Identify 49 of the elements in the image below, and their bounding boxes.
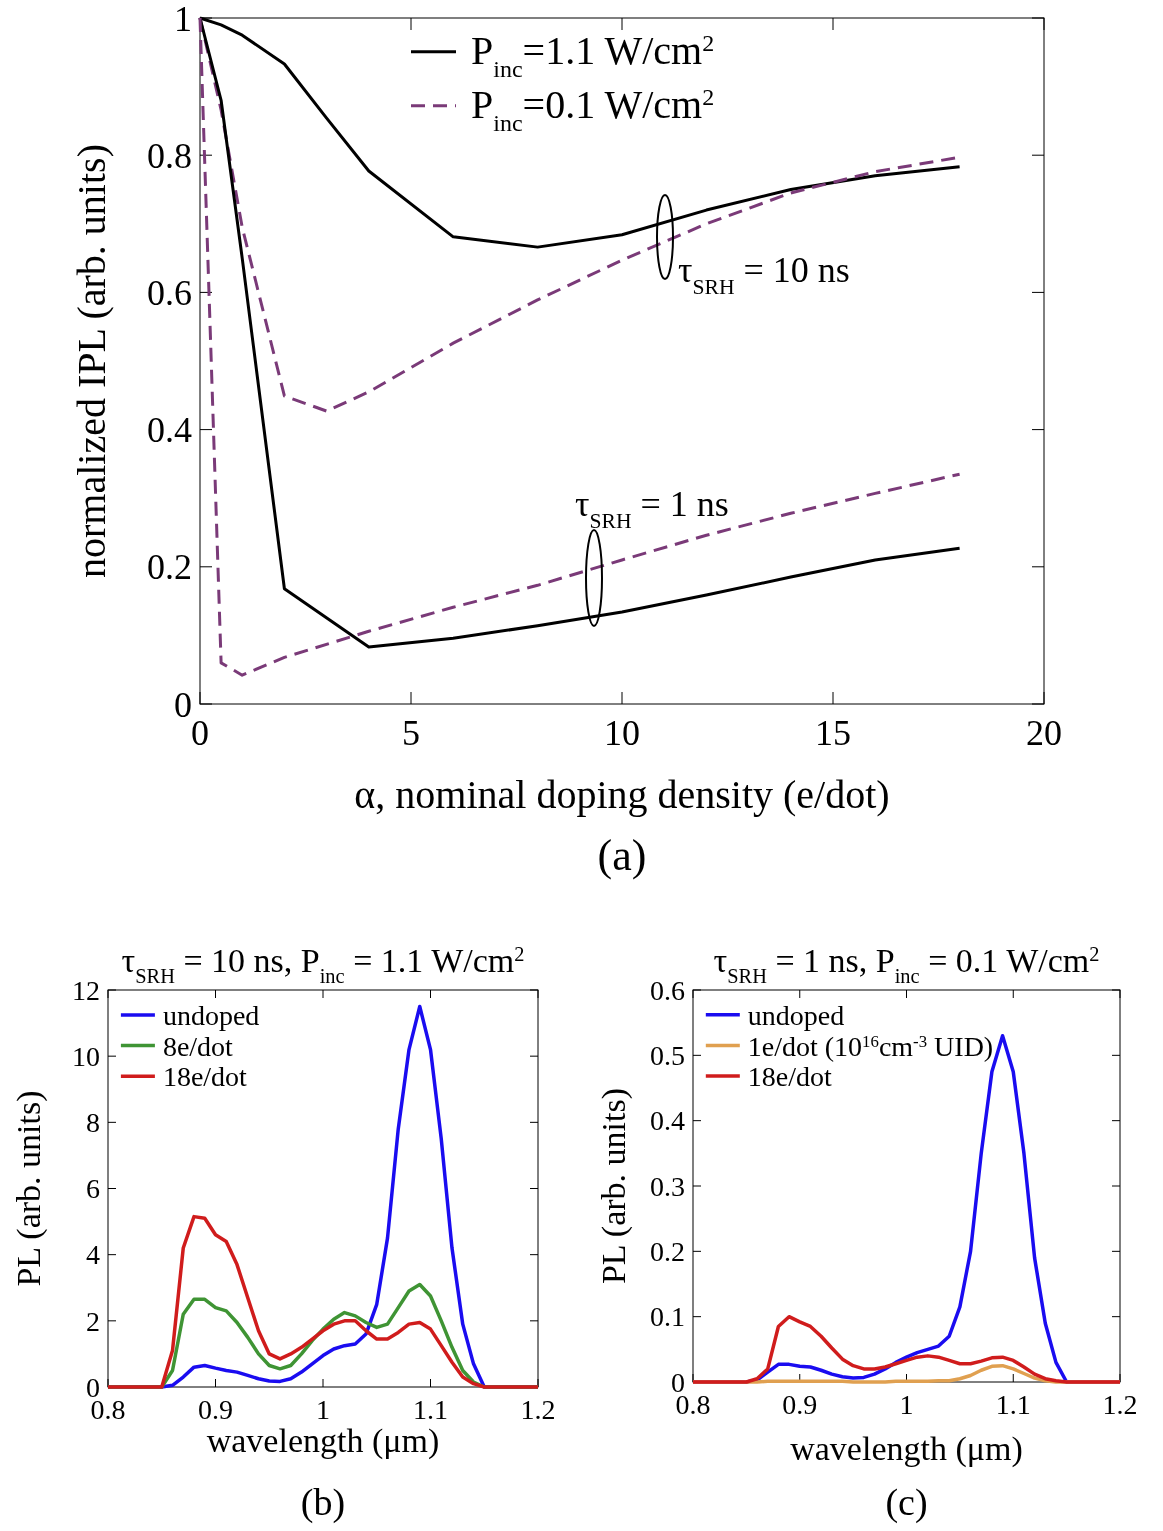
x-axis-title: α, nominal doping density (e/dot): [354, 772, 890, 817]
x-tick-label: 15: [815, 713, 851, 754]
x-tick-label: 1.2: [520, 1394, 556, 1426]
y-tick-label: 1: [174, 0, 192, 39]
y-tick-label: 0.6: [147, 273, 192, 313]
y-axis-title: PL (arb. units): [595, 1087, 633, 1285]
legend-label: P$_{inc}$=0.1 W/cm$^{2}$: [471, 81, 715, 136]
legend-label: 18e/dot: [747, 1061, 833, 1093]
legend-label: undoped: [747, 1000, 845, 1032]
y-tick-label: 0.2: [650, 1236, 685, 1268]
x-axis-title: wavelength (μm): [790, 1430, 1023, 1468]
line-series: [106, 1214, 540, 1389]
y-tick-label: 0.8: [147, 135, 192, 176]
x-tick-label: 1: [899, 1389, 914, 1421]
annotation: τ$_{SRH}$ = 1 ns: [575, 484, 729, 533]
x-tick-label: 1.2: [1102, 1389, 1138, 1421]
text: (b): [300, 1481, 346, 1524]
x-tick-label: 1.1: [995, 1389, 1031, 1421]
y-tick-label: 10: [72, 1040, 100, 1072]
y-tick-label: 0.6: [650, 974, 685, 1006]
text: (c): [885, 1481, 928, 1524]
x-tick-label: 10: [604, 713, 640, 754]
annotation: τ$_{SRH}$ = 10 ns: [678, 250, 850, 299]
legend-label: P$_{inc}$=1.1 W/cm$^{2}$: [471, 27, 715, 82]
x-tick-label: 0.9: [782, 1389, 818, 1421]
y-tick-label: 4: [86, 1239, 100, 1271]
line-series: [691, 1314, 1122, 1384]
y-tick-label: 12: [72, 974, 100, 1006]
x-tick-label: 5: [402, 713, 420, 754]
x-tick-label: 20: [1026, 713, 1062, 754]
chart-title: τ$_{SRH}$ = 1 ns, P$_{inc}$ = 0.1 W/cm$^{2}$: [713, 942, 1100, 987]
legend-label: 18e/dot: [162, 1061, 248, 1093]
y-tick-label: 0.4: [147, 410, 192, 451]
y-tick-label: 0.3: [650, 1170, 685, 1202]
y-axis-title: normalized IPL (arb. units): [69, 144, 114, 578]
y-tick-label: 6: [86, 1173, 100, 1205]
y-tick-label: 0.5: [650, 1040, 685, 1072]
text: (a): [597, 831, 647, 880]
y-tick-label: 8: [86, 1107, 100, 1139]
y-tick-label: 0.2: [147, 547, 192, 588]
chart-title: τ$_{SRH}$ = 10 ns, P$_{inc}$ = 1.1 W/cm$^{2}$: [121, 942, 525, 987]
y-tick-label: 0.4: [650, 1105, 685, 1137]
legend-label: 8e/dot: [162, 1030, 234, 1062]
y-tick-label: 2: [86, 1305, 100, 1337]
y-tick-label: 0.1: [650, 1301, 685, 1333]
y-tick-label: 0: [174, 684, 192, 725]
legend-label: 1e/dot (10$^{16}$cm$^{-3}$ UID): [747, 1030, 994, 1062]
legend-label: undoped: [162, 1000, 260, 1032]
y-axis-title: PL (arb. units): [10, 1090, 48, 1287]
